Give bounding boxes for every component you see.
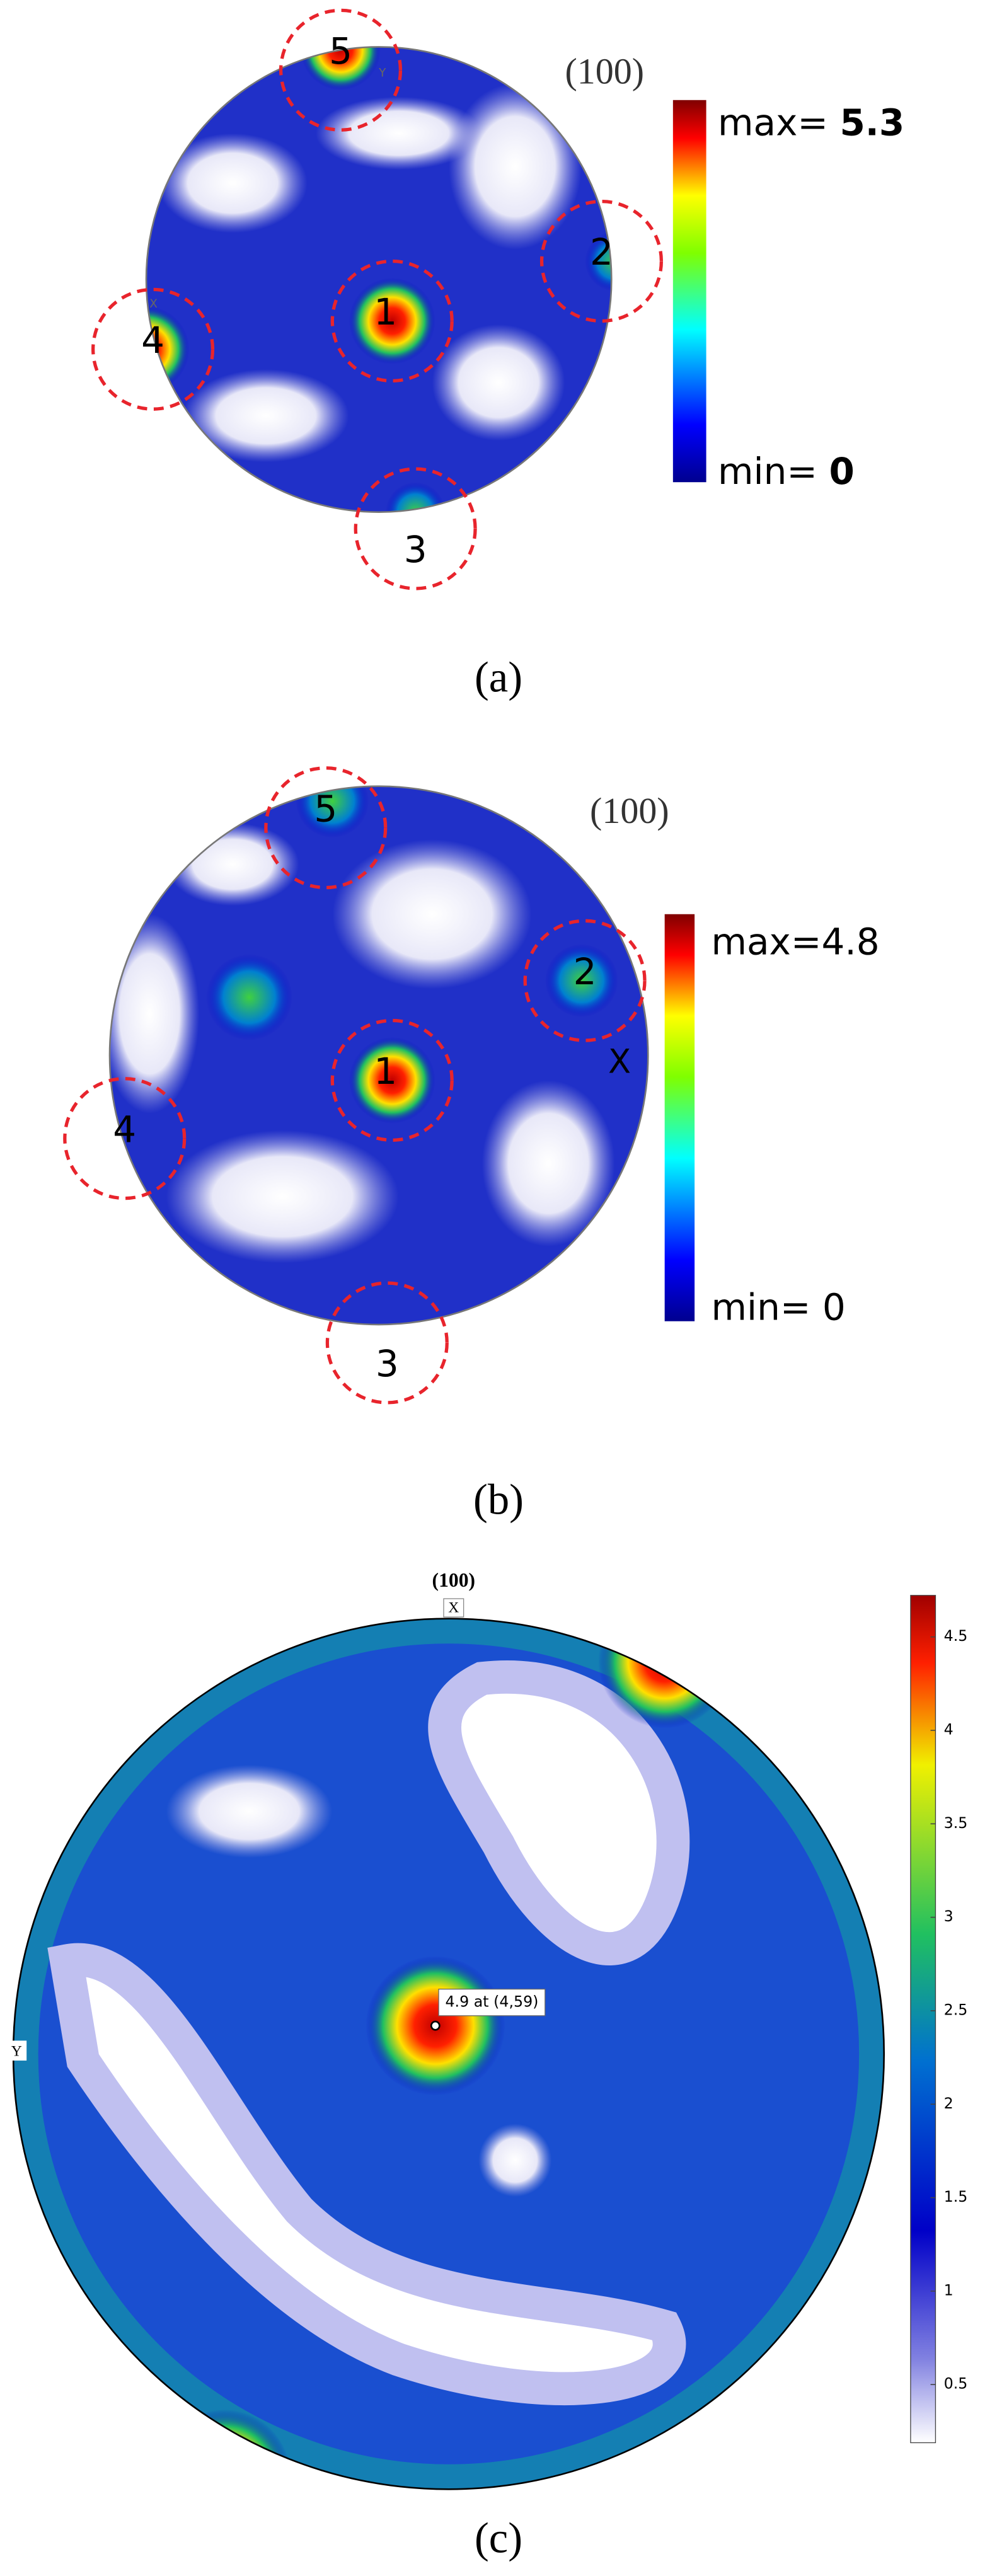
tick-label: 2.5 — [944, 2001, 968, 2018]
tick-label: 0.5 — [944, 2375, 968, 2393]
caption: (b) — [473, 1476, 524, 1524]
tick-label: 1.5 — [944, 2188, 968, 2205]
plane-label: (100) — [565, 51, 644, 92]
marker-circle — [325, 1281, 449, 1405]
marker-circle — [539, 199, 664, 323]
marker-circle — [264, 766, 388, 890]
marker-label: 1 — [374, 1050, 397, 1093]
marker-label: 5 — [314, 787, 337, 830]
axis-label: X — [448, 1599, 459, 1616]
axis-label: X — [149, 297, 158, 311]
marker-circle — [523, 919, 647, 1042]
tick-label: 3.5 — [944, 1814, 968, 1832]
marker-label: 2 — [590, 231, 613, 273]
marker-label: 3 — [376, 1342, 399, 1385]
tick-label: 4 — [944, 1721, 954, 1739]
max-value: 5.3 — [839, 101, 904, 144]
colorbar — [664, 914, 695, 1321]
marker-circle — [330, 1018, 454, 1142]
panel-a: (100) max= 5.3 min= 0 X Y (a) 1 2 3 4 5 — [91, 8, 904, 701]
panel-b: (100) max=4.8 min= 0 X (b) 1 2 3 4 5 — [63, 766, 880, 1524]
min-label: min= 0 — [711, 1285, 845, 1328]
marker-label: 1 — [374, 290, 397, 333]
marker-label: 4 — [113, 1108, 136, 1151]
marker-label: 5 — [329, 30, 352, 72]
caption: (a) — [475, 653, 522, 701]
axis-label: X — [608, 1043, 631, 1081]
plane-label: (100) — [432, 1569, 476, 1591]
colorbar-ticks: 0.5 1 1.5 2 2.5 3 3.5 4 4.5 — [930, 1627, 968, 2393]
marker-circle — [354, 467, 477, 590]
max-text: max= — [718, 101, 839, 144]
marker-circle — [91, 287, 215, 411]
min-label: min= 0 — [718, 450, 855, 493]
annotation: 4.9 at (4,59) — [445, 1992, 538, 2010]
marker-circle — [63, 1077, 187, 1200]
plane-label: (100) — [590, 790, 669, 831]
panel-c: (100) X Y 4.9 at (4,59) 0.5 1 1.5 2 2.5 3 3.5 4… — [6, 1569, 968, 2562]
tick-label: 4.5 — [944, 1627, 968, 1645]
tick-label: 2 — [944, 2095, 954, 2112]
min-text: min= — [718, 450, 829, 493]
marker-circle — [330, 259, 454, 383]
max-label: max=4.8 — [711, 920, 879, 963]
caption: (c) — [475, 2514, 522, 2562]
max-label: max= 5.3 — [718, 101, 904, 144]
axis-label: Y — [11, 2043, 22, 2059]
tick-label: 3 — [944, 1907, 954, 1925]
tick-label: 1 — [944, 2281, 954, 2299]
colorbar — [910, 1595, 936, 2444]
axis-label: Y — [378, 67, 386, 80]
min-value: 0 — [829, 450, 854, 493]
colorbar — [672, 100, 706, 483]
marker-label: 3 — [404, 528, 427, 571]
marker-label: 4 — [141, 319, 164, 362]
marker-circle — [279, 8, 403, 132]
marker-label: 2 — [573, 950, 597, 993]
